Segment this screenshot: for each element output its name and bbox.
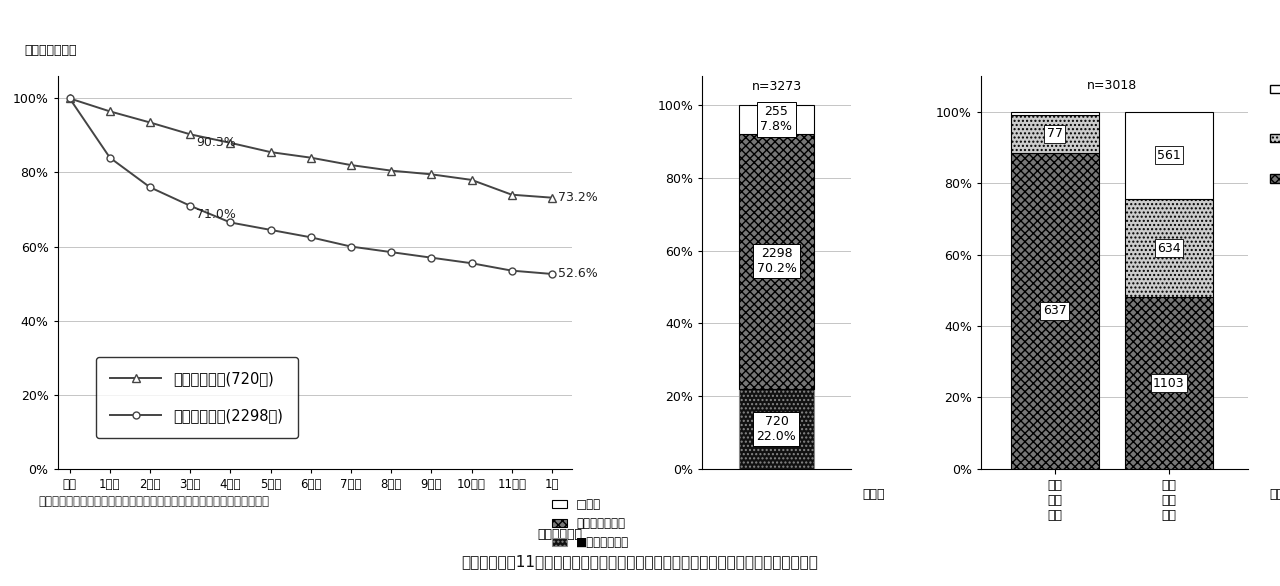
Text: 77: 77: [1047, 127, 1062, 141]
Text: 1103: 1103: [1153, 377, 1185, 390]
定着支援なし(2298人): [343, 243, 358, 250]
Text: 90.3%: 90.3%: [196, 136, 236, 149]
定着支援なし(2298人): [303, 234, 319, 241]
Text: 255
7.8%: 255 7.8%: [760, 105, 792, 134]
定着支援なし(2298人): [142, 184, 157, 191]
Text: 52.6%: 52.6%: [558, 267, 598, 281]
Line: 定着支援なし(2298人): 定着支援なし(2298人): [67, 95, 556, 277]
Legend: □一般求人
  障害非開示, □一般求人
  障害開示, 図障害者求人: □一般求人 障害非開示, □一般求人 障害開示, 図障害者求人: [1270, 74, 1280, 186]
定着支援なし(2298人): [223, 219, 238, 226]
Text: 71.0%: 71.0%: [196, 207, 236, 221]
Text: 2298
70.2%: 2298 70.2%: [756, 247, 796, 275]
定着支援なし(2298人): [424, 254, 439, 261]
Text: （経過期間）: （経過期間）: [538, 527, 582, 541]
Text: （人）: （人）: [863, 488, 884, 502]
Bar: [1125, 298, 1213, 469]
定着支援あり(720人): [463, 176, 479, 183]
定着支援なし(2298人): [262, 226, 278, 233]
定着支援あり(720人): [142, 119, 157, 126]
Text: 図表１－４－11　就職後の支援機関の定着支援別にみた職場定着率の推移と構成割合: 図表１－４－11 就職後の支援機関の定着支援別にみた職場定着率の推移と構成割合: [462, 554, 818, 569]
定着支援あり(720人): [504, 191, 520, 198]
Text: 720
22.0%: 720 22.0%: [756, 415, 796, 443]
定着支援あり(720人): [183, 131, 198, 138]
Bar: [740, 389, 814, 469]
定着支援なし(2298人): [61, 95, 77, 102]
Bar: [1011, 112, 1098, 115]
Text: （職場定着率）: （職場定着率）: [24, 43, 77, 56]
Text: n=3273: n=3273: [751, 80, 801, 93]
定着支援あり(720人): [544, 194, 559, 201]
定着支援あり(720人): [424, 171, 439, 178]
Bar: [740, 134, 814, 389]
定着支援なし(2298人): [504, 267, 520, 274]
Bar: [1011, 115, 1098, 153]
定着支援なし(2298人): [183, 202, 198, 209]
定着支援なし(2298人): [102, 154, 118, 161]
Bar: [1011, 153, 1098, 469]
定着支援あり(720人): [303, 154, 319, 161]
定着支援なし(2298人): [544, 271, 559, 278]
定着支援なし(2298人): [384, 248, 399, 255]
Bar: [1125, 199, 1213, 298]
定着支援あり(720人): [343, 162, 358, 169]
定着支援あり(720人): [102, 108, 118, 115]
定着支援あり(720人): [61, 95, 77, 102]
Text: 注：障害別のログランク検定において有意差は、全ての障害でみられた。: 注：障害別のログランク検定において有意差は、全ての障害でみられた。: [38, 495, 269, 508]
Text: 637: 637: [1043, 304, 1066, 318]
定着支援あり(720人): [384, 167, 399, 174]
Text: 561: 561: [1157, 149, 1180, 162]
定着支援なし(2298人): [463, 260, 479, 267]
定着支援あり(720人): [223, 139, 238, 146]
Legend: 定着支援あり(720人), 定着支援なし(2298人): 定着支援あり(720人), 定着支援なし(2298人): [96, 357, 297, 438]
Line: 定着支援あり(720人): 定着支援あり(720人): [65, 94, 556, 202]
Bar: [740, 105, 814, 134]
Bar: [1125, 112, 1213, 199]
Legend: □不明, 図定着支援なし, ■定着支援あり: □不明, 図定着支援なし, ■定着支援あり: [553, 498, 628, 549]
Text: n=3018: n=3018: [1087, 79, 1137, 92]
Text: 73.2%: 73.2%: [558, 191, 598, 204]
Text: （人）: （人）: [1270, 488, 1280, 502]
Text: 634: 634: [1157, 242, 1180, 255]
定着支援あり(720人): [262, 149, 278, 156]
